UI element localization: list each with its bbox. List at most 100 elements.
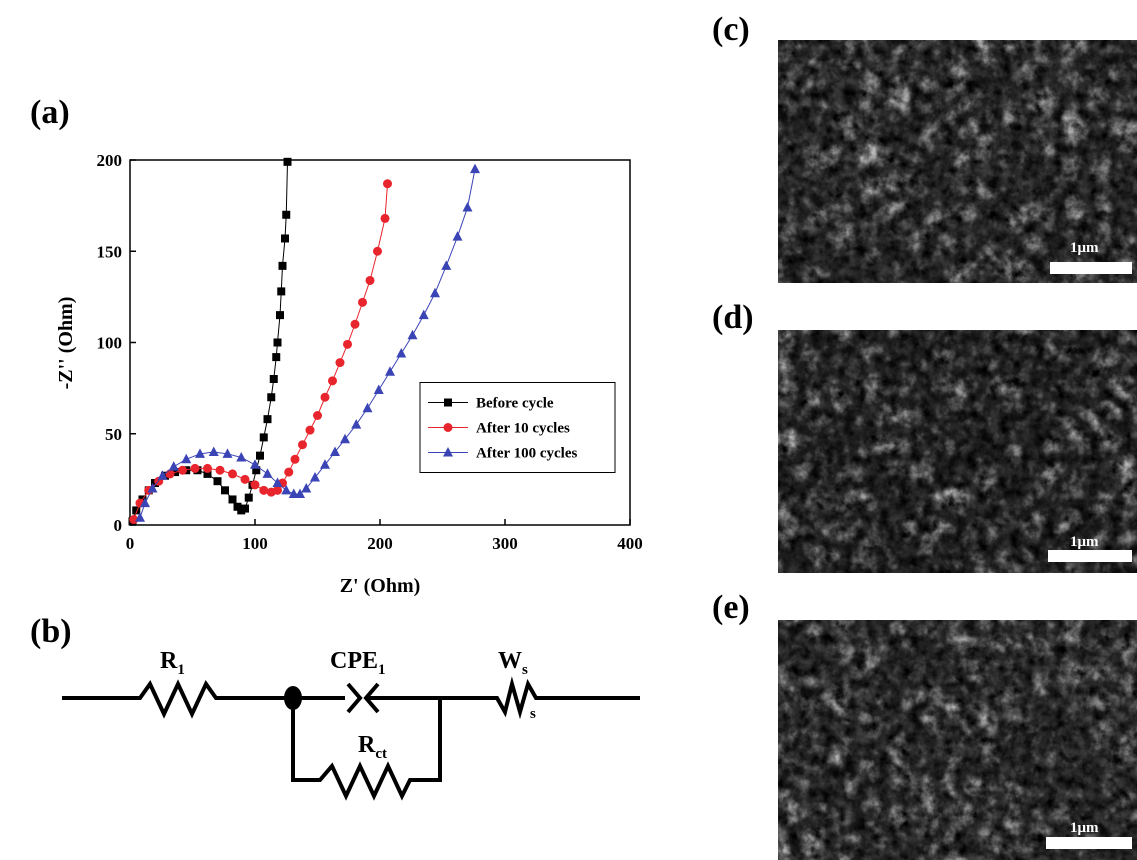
marker bbox=[190, 463, 200, 473]
marker bbox=[284, 467, 294, 477]
marker bbox=[181, 453, 192, 464]
component-name: R bbox=[358, 732, 376, 758]
marker bbox=[241, 504, 249, 513]
marker bbox=[259, 485, 269, 495]
marker bbox=[262, 468, 273, 478]
marker bbox=[335, 358, 345, 368]
component-name: W bbox=[498, 648, 522, 674]
marker bbox=[330, 446, 340, 456]
marker bbox=[373, 384, 384, 394]
y-tick-label: 200 bbox=[97, 151, 123, 170]
marker bbox=[407, 329, 418, 340]
circuit: s R 1 CPE1 Ws Rct bbox=[62, 648, 640, 801]
marker bbox=[165, 469, 175, 479]
marker bbox=[452, 231, 463, 241]
panel-label: (b) bbox=[30, 613, 72, 650]
component-subscript: s bbox=[522, 662, 528, 678]
component-subscript: 1 bbox=[177, 662, 185, 678]
marker bbox=[203, 463, 212, 473]
marker bbox=[313, 411, 322, 420]
marker bbox=[351, 419, 362, 429]
marker bbox=[273, 485, 282, 495]
y-axis-label: -Z'' (Ohm) bbox=[55, 297, 77, 390]
marker bbox=[373, 246, 382, 256]
marker bbox=[236, 451, 247, 462]
marker bbox=[259, 433, 268, 442]
component-label: Ws bbox=[498, 648, 528, 678]
marker bbox=[135, 512, 145, 522]
marker bbox=[385, 366, 395, 376]
marker bbox=[267, 393, 276, 402]
legend-label: After 10 cycles bbox=[476, 421, 570, 437]
marker bbox=[244, 493, 253, 502]
x-tick-label: 0 bbox=[126, 534, 135, 553]
marker bbox=[147, 483, 158, 493]
marker bbox=[272, 353, 281, 362]
x-tick-label: 300 bbox=[492, 534, 518, 553]
marker bbox=[129, 515, 139, 525]
component-label: Rct bbox=[358, 732, 387, 762]
marker bbox=[418, 309, 429, 320]
marker bbox=[132, 506, 141, 515]
panel-label: (a) bbox=[30, 94, 70, 131]
legend-marker bbox=[443, 423, 453, 432]
marker bbox=[269, 375, 278, 383]
marker bbox=[310, 472, 320, 482]
marker bbox=[140, 497, 150, 508]
legend-marker bbox=[443, 447, 453, 457]
marker bbox=[281, 484, 292, 495]
marker bbox=[178, 465, 187, 475]
component-label: CPE1 bbox=[330, 648, 386, 678]
x-tick-label: 400 bbox=[617, 534, 643, 553]
marker bbox=[228, 495, 237, 504]
marker bbox=[273, 338, 282, 347]
marker bbox=[276, 311, 284, 320]
marker bbox=[252, 466, 261, 475]
marker bbox=[358, 297, 367, 307]
marker bbox=[250, 459, 260, 469]
legend: Before cycle After 10 cycles After 100 cyc… bbox=[419, 382, 616, 473]
marker bbox=[157, 470, 168, 480]
x-axis-label: Z' (Ohm) bbox=[340, 575, 421, 597]
marker bbox=[320, 459, 330, 469]
panel-label: (c) bbox=[712, 11, 750, 48]
marker bbox=[282, 210, 291, 219]
legend-label: Before cycle bbox=[476, 396, 554, 412]
marker bbox=[208, 446, 219, 456]
marker bbox=[240, 474, 250, 484]
marker bbox=[250, 480, 260, 490]
marker bbox=[215, 465, 225, 475]
marker bbox=[195, 448, 205, 458]
scale-bar-label: 1μm bbox=[1070, 534, 1099, 550]
component-subscript: ct bbox=[375, 746, 387, 762]
marker bbox=[263, 415, 272, 424]
marker bbox=[380, 213, 390, 223]
y-tick-label: 150 bbox=[97, 242, 123, 261]
y-tick-label: 0 bbox=[114, 516, 123, 535]
legend-marker bbox=[444, 398, 452, 407]
scale-bar-label: 1μm bbox=[1070, 820, 1099, 836]
marker bbox=[365, 275, 375, 285]
marker bbox=[283, 157, 292, 166]
scale-bar-label: 1μm bbox=[1070, 240, 1099, 256]
marker bbox=[278, 261, 287, 270]
marker bbox=[301, 483, 312, 493]
marker bbox=[343, 339, 352, 349]
marker bbox=[340, 433, 350, 444]
svg-text:s: s bbox=[530, 706, 536, 722]
sem-image: 1μm bbox=[778, 330, 1137, 573]
marker bbox=[272, 477, 283, 488]
component-name: CPE bbox=[330, 648, 378, 674]
marker bbox=[298, 440, 307, 450]
sem-image: 1μm bbox=[778, 40, 1137, 283]
sem-image: 1μm bbox=[778, 620, 1137, 860]
marker bbox=[213, 477, 222, 486]
marker bbox=[295, 488, 305, 498]
legend-label: After 100 cycles bbox=[476, 446, 578, 462]
marker bbox=[281, 234, 289, 243]
x-tick-label: 100 bbox=[242, 534, 268, 553]
panel-label: (d) bbox=[712, 299, 754, 336]
marker bbox=[328, 376, 337, 386]
marker bbox=[222, 448, 233, 458]
